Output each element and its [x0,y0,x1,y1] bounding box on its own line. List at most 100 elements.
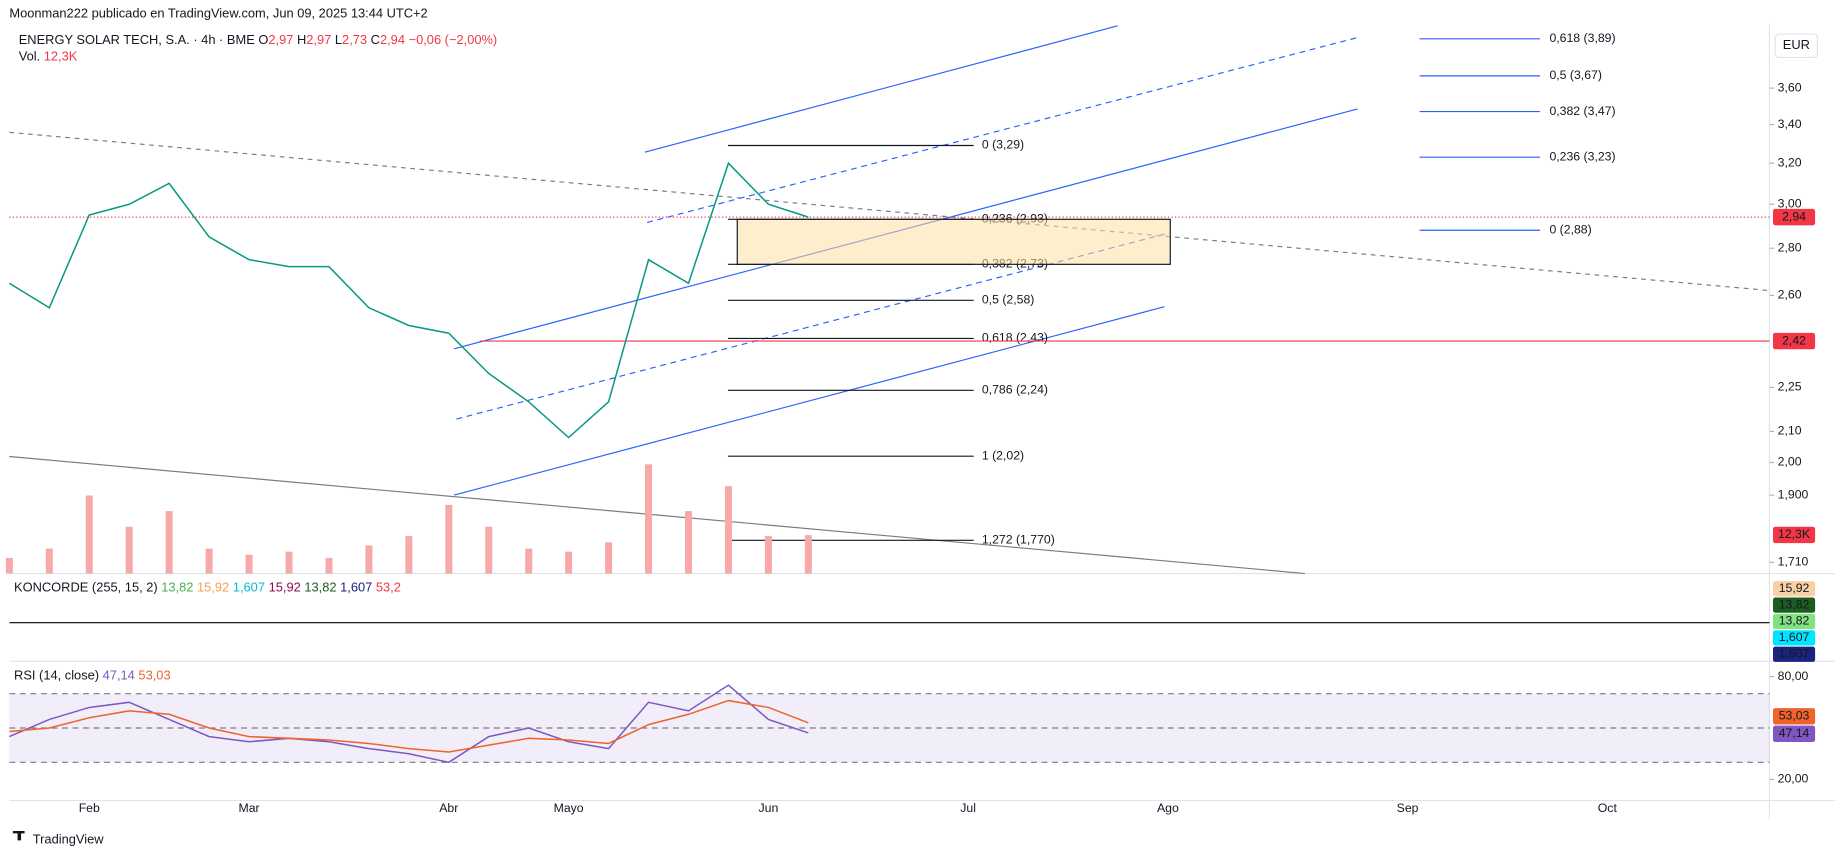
fib-label: 0 (2,88) [1549,223,1591,237]
x-tick-label: Sep [1397,801,1419,815]
currency[interactable]: EUR [1783,37,1810,52]
price-tag-label: 47,14 [1779,726,1810,740]
ohlc-key: O [258,32,268,47]
y-tick-label: 2,80 [1778,240,1802,254]
y-tick-label: 3,20 [1778,155,1802,169]
koncorde-legend: KONCORDE (255, 15, 2) 13,82 15,92 1,607 … [14,580,401,595]
price-line [8,161,809,439]
koncorde-value: 53,2 [376,580,401,595]
volume-value: 12,3K [44,49,78,64]
x-tick-label: Abr [439,801,458,815]
ohlc-value: 2,73 [342,32,367,47]
y-tick-label: 3,40 [1778,117,1802,131]
x-tick-label: Ago [1157,801,1179,815]
channel-line [647,36,1358,224]
y-tick-label: 2,60 [1778,288,1802,302]
fib-zone [736,218,1171,265]
currency-box[interactable] [1774,33,1819,59]
koncorde-value: 13,82 [161,580,193,595]
koncorde-tag-label: 1,607 [1779,630,1810,644]
koncorde-tag [1772,597,1816,613]
koncorde-tag-label: 15,92 [1779,581,1810,595]
rsi-line [9,699,809,753]
volume-bar [605,542,613,574]
y-tick-label: 2,10 [1778,424,1802,438]
ohlc-value: 2,94 [380,32,405,47]
koncorde-value: 1,607 [233,580,265,595]
volume-bar [724,486,732,574]
ohlc-value: 2,97 [268,32,293,47]
price-tag [1772,208,1816,226]
y-tick-label: 2,25 [1778,380,1802,394]
volume-bar [45,548,53,574]
fib-label: 0,5 (3,67) [1549,68,1602,82]
fib-label: 0,5 (2,58) [982,293,1035,307]
volume-bar [405,536,413,574]
koncorde-tag [1772,581,1816,597]
koncorde-title: KONCORDE (255, 15, 2) [14,580,158,595]
ohlc-key: L [335,32,342,47]
koncorde-values: 13,82 15,92 1,607 15,92 13,82 1,607 53,2 [161,580,401,595]
koncorde-tag-label: 1,607 [1779,647,1810,661]
volume-bar [325,557,333,574]
x-tick-label: Mayo [554,801,584,815]
volume-bar [485,526,493,574]
koncorde-tag [1772,630,1816,646]
volume-bar [5,557,13,574]
ohlc-key: H [297,32,306,47]
byline: Moonman222 publicado en TradingView.com,… [9,6,427,21]
x-tick-label: Oct [1598,801,1618,815]
koncorde-value: 1,607 [340,580,372,595]
brand: TradingView [33,832,104,847]
x-tick-label: Jul [960,801,976,815]
symbol: ENERGY SOLAR TECH, S.A. · 4h · BME [19,32,255,47]
volume-bar [445,504,453,574]
price-tag-label: 2,94 [1782,209,1806,223]
volume-bar [125,526,133,574]
volume-key: Vol. [19,49,40,64]
fib-label: 0 (3,29) [982,138,1024,152]
volume-bar [205,548,213,574]
price-tag-label: 2,42 [1782,333,1806,347]
volume-bar [285,551,293,574]
fib-label: 1,272 (1,770) [982,533,1055,547]
volume-bar [165,511,173,574]
y-tick-label: 1,710 [1778,555,1809,569]
x-tick-label: Jun [759,801,779,815]
brand-logo [9,830,25,841]
legend-entry: 53,03 [138,668,170,683]
y-tick-label: 1,900 [1778,487,1809,501]
y-tick-label: 80,00 [1778,669,1809,683]
koncorde-tag-label: 13,82 [1779,597,1810,611]
price-tag [1772,332,1816,350]
x-tick-label: Mar [238,801,259,815]
fib-label: 0,786 (2,24) [982,383,1048,397]
price-tag [1772,725,1816,743]
trend-line [9,455,1305,575]
koncorde-tag [1772,613,1816,630]
price-tag [1772,526,1816,544]
x-tick-label: Feb [79,801,100,815]
koncorde-value: 13,82 [304,580,336,595]
price-tag-label: 12,3K [1778,527,1811,541]
ohlc-value: 2,97 [306,32,331,47]
y-tick-label: 3,60 [1778,80,1802,94]
fib-label: 0,236 (3,23) [1549,149,1615,163]
change: −0,06 (−2,00%) [409,32,498,47]
price-tag-label: 53,03 [1779,709,1810,723]
ohlc-key: C [371,32,380,47]
rsi-title: RSI (14, close) [14,668,99,683]
y-tick-label: 2,00 [1778,455,1802,469]
symbol-legend: ENERGY SOLAR TECH, S.A. · 4h · BME O2,97… [19,32,498,47]
rsi-line [9,684,809,764]
volume-legend: Vol. 12,3K [19,49,78,64]
y-tick-label: 20,00 [1778,772,1809,786]
volume-bar [85,495,93,574]
volume-bar [804,535,812,574]
fib-label: 0,618 (2,43) [982,331,1048,345]
fib-label: 0,618 (3,89) [1549,31,1615,45]
rsi-legend: RSI (14, close) 47,14 53,03 [14,668,171,683]
legend-entry: 47,14 [103,668,135,683]
